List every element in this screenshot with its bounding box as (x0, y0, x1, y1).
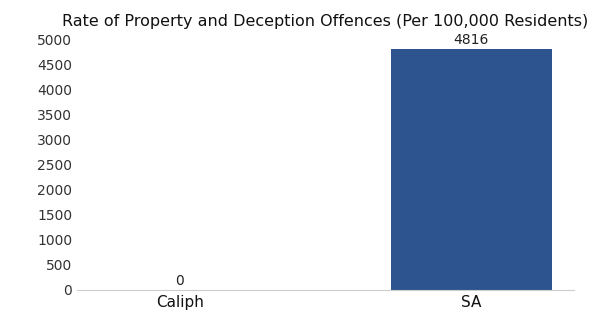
Text: 0: 0 (175, 274, 184, 288)
Title: Rate of Property and Deception Offences (Per 100,000 Residents): Rate of Property and Deception Offences … (63, 14, 588, 29)
Text: 4816: 4816 (453, 33, 489, 47)
Bar (391, 49, 552, 290)
